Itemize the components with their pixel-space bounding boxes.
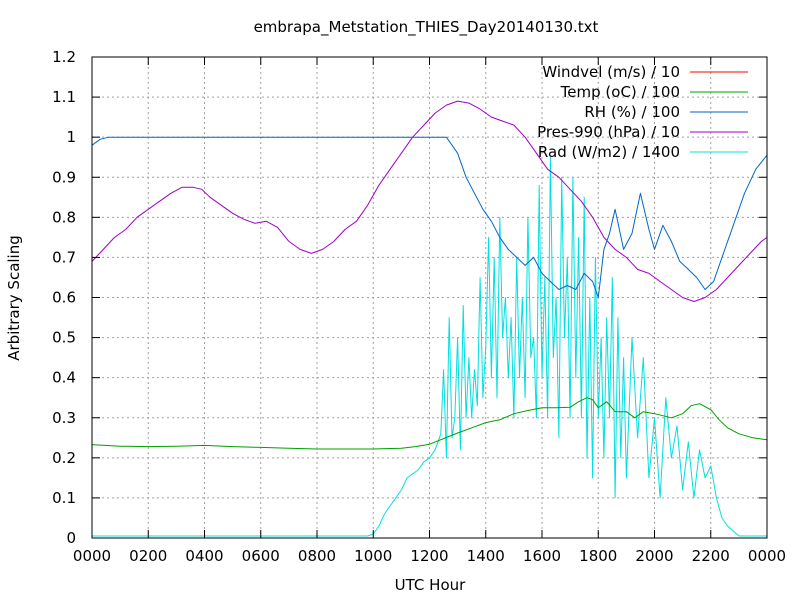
x-axis-label: UTC Hour [395, 576, 466, 594]
series-line-1 [91, 397, 768, 450]
x-tick-label: 2200 [692, 547, 730, 565]
x-tick-label: 0400 [185, 547, 223, 565]
series-line-4 [92, 156, 767, 537]
y-tick-label: 0.9 [52, 168, 76, 186]
x-tick-label: 2000 [635, 547, 673, 565]
ticks: 0 0.1 0.2 0.3 0.4 0.5 0.6 0.7 0.8 0.9 1 1.1 1.2 0000 0… [52, 48, 786, 565]
legend-label-4: Rad (W/m2) / 1400 [538, 143, 680, 161]
x-tick-label: 1000 [354, 547, 392, 565]
x-tick-label: 1400 [467, 547, 505, 565]
x-tick-label: 0600 [242, 547, 280, 565]
x-tick-label: 1800 [579, 547, 617, 565]
y-tick-label: 0.5 [52, 329, 76, 347]
x-tick-label: 1600 [523, 547, 561, 565]
x-tick-label: 0000 [748, 547, 786, 565]
legend-label-2: RH (%) / 100 [584, 103, 680, 121]
y-tick-label: 0.3 [52, 409, 76, 427]
y-tick-label: 0 [66, 529, 76, 547]
x-tick-label: 1200 [410, 547, 448, 565]
legend-label-1: Temp (oC) / 100 [560, 83, 680, 101]
legend: Windvel (m/s) / 10 Temp (oC) / 100 RH (%) … [537, 63, 748, 161]
y-tick-label: 1 [66, 128, 76, 146]
series-line-2 [91, 136, 768, 298]
chart-title: embrapa_Metstation_THIES_Day20140130.txt [254, 18, 599, 37]
y-tick-label: 0.8 [52, 208, 76, 226]
y-tick-label: 1.2 [52, 48, 76, 66]
y-tick-label: 1.1 [52, 88, 76, 106]
legend-label-3: Pres-990 (hPa) / 10 [537, 123, 680, 141]
y-tick-label: 0.7 [52, 248, 76, 266]
y-tick-label: 0.4 [52, 369, 76, 387]
x-tick-label: 0200 [129, 547, 167, 565]
series-line-3 [91, 100, 768, 302]
series-layer [91, 100, 768, 537]
legend-label-0: Windvel (m/s) / 10 [542, 63, 680, 81]
y-tick-label: 0.6 [52, 289, 76, 307]
x-tick-label: 0000 [73, 547, 111, 565]
y-tick-label: 0.1 [52, 489, 76, 507]
x-tick-label: 0800 [298, 547, 336, 565]
y-axis-label: Arbitrary Scaling [5, 235, 23, 361]
y-tick-label: 0.2 [52, 449, 76, 467]
